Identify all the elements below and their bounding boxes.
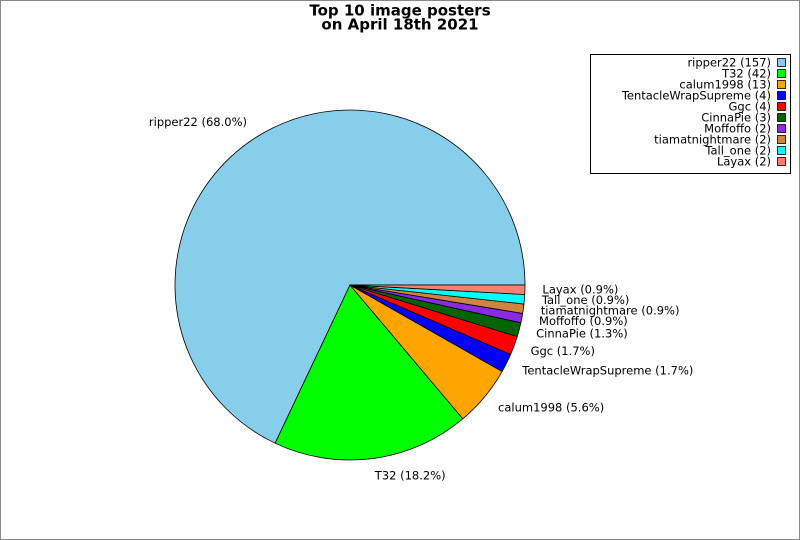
legend-swatch — [777, 113, 786, 122]
slice-label: ripper22 (68.0%) — [149, 115, 247, 129]
slice-label: tiamatnightmare (0.9%) — [541, 304, 680, 318]
legend-swatch — [777, 69, 786, 78]
legend-label: calum1998 (13) — [679, 78, 771, 92]
legend-label: Ggc (4) — [729, 100, 771, 114]
legend-label: Tall_one (2) — [704, 144, 771, 158]
legend-box — [590, 54, 791, 174]
legend-swatch — [777, 80, 786, 89]
legend-label: CinnaPie (3) — [701, 111, 771, 125]
slice-label: calum1998 (5.6%) — [498, 401, 604, 415]
slice-label: CinnaPie (1.3%) — [536, 327, 628, 341]
legend-label: T32 (42) — [721, 67, 771, 81]
legend-swatch — [777, 91, 786, 100]
slice-label: Tall_one (0.9%) — [541, 293, 630, 307]
legend-swatch — [777, 124, 786, 133]
legend-swatch — [777, 157, 786, 166]
legend-swatch — [777, 58, 786, 67]
pie-slice — [349, 284, 526, 295]
chart-title: on April 18th 2021 — [321, 16, 478, 34]
pie-slice — [174, 109, 526, 444]
slice-label: Moffoffo (0.9%) — [539, 314, 628, 328]
chart-title: Top 10 image posters — [309, 2, 490, 20]
slice-label: TentacleWrapSupreme (1.7%) — [521, 363, 693, 377]
slice-label: Layax (0.9%) — [542, 283, 618, 297]
legend-label: Layax (2) — [717, 155, 771, 169]
legend-label: TentacleWrapSupreme (4) — [621, 89, 771, 103]
legend-label: ripper22 (157) — [687, 56, 771, 70]
legend-swatch — [777, 135, 786, 144]
slice-label: T32 (18.2%) — [374, 468, 446, 482]
legend-swatch — [777, 146, 786, 155]
legend-swatch — [777, 102, 786, 111]
legend-label: Moffoffo (2) — [704, 122, 771, 136]
legend-label: tiamatnightmare (2) — [654, 133, 771, 147]
slice-label: Ggc (1.7%) — [531, 344, 595, 358]
pie-slice — [274, 284, 464, 461]
